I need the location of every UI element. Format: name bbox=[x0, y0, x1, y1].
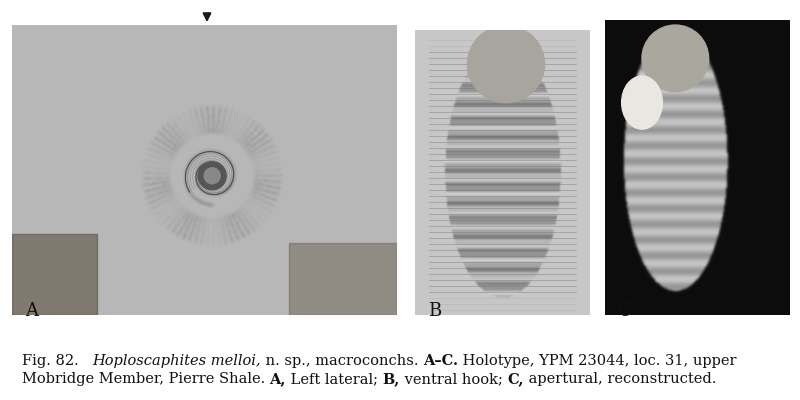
Text: Fig. 82.: Fig. 82. bbox=[22, 354, 92, 368]
FancyBboxPatch shape bbox=[12, 234, 97, 315]
Text: A,: A, bbox=[270, 372, 286, 386]
Text: Left lateral;: Left lateral; bbox=[286, 372, 382, 386]
Circle shape bbox=[204, 168, 220, 184]
Text: Hoploscaphites melloi,: Hoploscaphites melloi, bbox=[92, 354, 261, 368]
Circle shape bbox=[467, 26, 545, 103]
Text: C: C bbox=[618, 302, 632, 320]
Text: B: B bbox=[428, 302, 442, 320]
Text: A–C.: A–C. bbox=[423, 354, 458, 368]
Text: A: A bbox=[25, 302, 38, 320]
Circle shape bbox=[198, 162, 226, 190]
FancyBboxPatch shape bbox=[290, 242, 397, 315]
Text: Mobridge Member, Pierre Shale.: Mobridge Member, Pierre Shale. bbox=[22, 372, 270, 386]
Text: ventral hook;: ventral hook; bbox=[400, 372, 507, 386]
Ellipse shape bbox=[622, 76, 662, 129]
Circle shape bbox=[642, 25, 709, 92]
Text: Holotype, YPM 23044, loc. 31, upper: Holotype, YPM 23044, loc. 31, upper bbox=[458, 354, 736, 368]
Text: C,: C, bbox=[507, 372, 524, 386]
Text: B,: B, bbox=[382, 372, 400, 386]
Text: n. sp., macroconchs.: n. sp., macroconchs. bbox=[261, 354, 423, 368]
Text: apertural, reconstructed.: apertural, reconstructed. bbox=[524, 372, 716, 386]
